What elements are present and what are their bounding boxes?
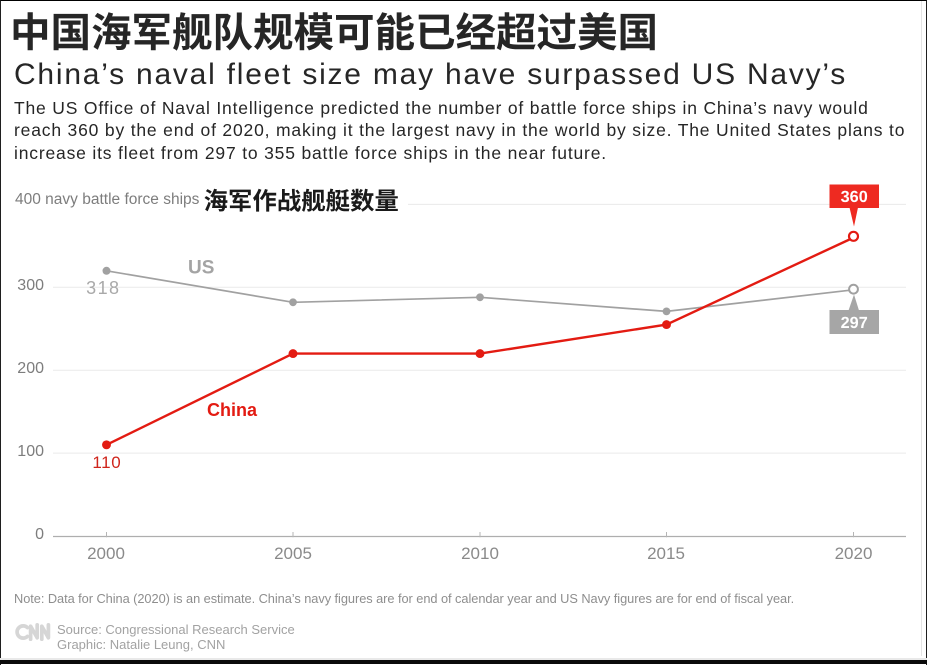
svg-text:China: China [207, 400, 258, 420]
svg-text:360: 360 [841, 188, 868, 206]
svg-text:110: 110 [92, 453, 121, 472]
svg-text:318: 318 [86, 278, 120, 298]
svg-text:297: 297 [841, 314, 868, 332]
svg-text:US: US [188, 258, 214, 279]
